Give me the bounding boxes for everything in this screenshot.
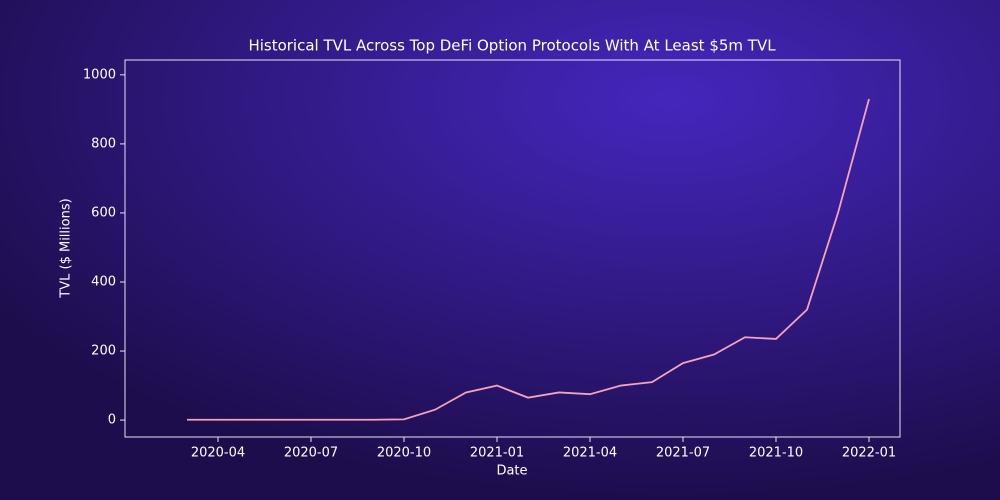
- x-tick-label: 2021-07: [656, 446, 710, 461]
- line: [187, 98, 870, 421]
- x-axis-label: Date: [496, 464, 527, 479]
- y-axis-label: TVL ($ Millions): [59, 198, 74, 298]
- x-tick-label: 2021-04: [563, 446, 617, 461]
- x-tick-label: 2021-10: [749, 446, 803, 461]
- y-tick-label: 1000: [83, 67, 116, 82]
- y-tick-label: 200: [91, 344, 116, 359]
- x-tick-label: 2021-01: [470, 446, 524, 461]
- y-tick-label: 400: [91, 274, 116, 289]
- x-tick-label: 2020-07: [284, 446, 338, 461]
- plot-frame: [124, 59, 901, 438]
- x-tick-label: 2020-04: [191, 446, 245, 461]
- chart-title: Historical TVL Across Top DeFi Option Pr…: [248, 37, 776, 55]
- x-tick-label: 2022-01: [842, 446, 896, 461]
- x-tick-label: 2020-10: [377, 446, 431, 461]
- y-tick-label: 0: [108, 413, 116, 428]
- y-tick-label: 600: [91, 205, 116, 220]
- y-tick-label: 800: [91, 136, 116, 151]
